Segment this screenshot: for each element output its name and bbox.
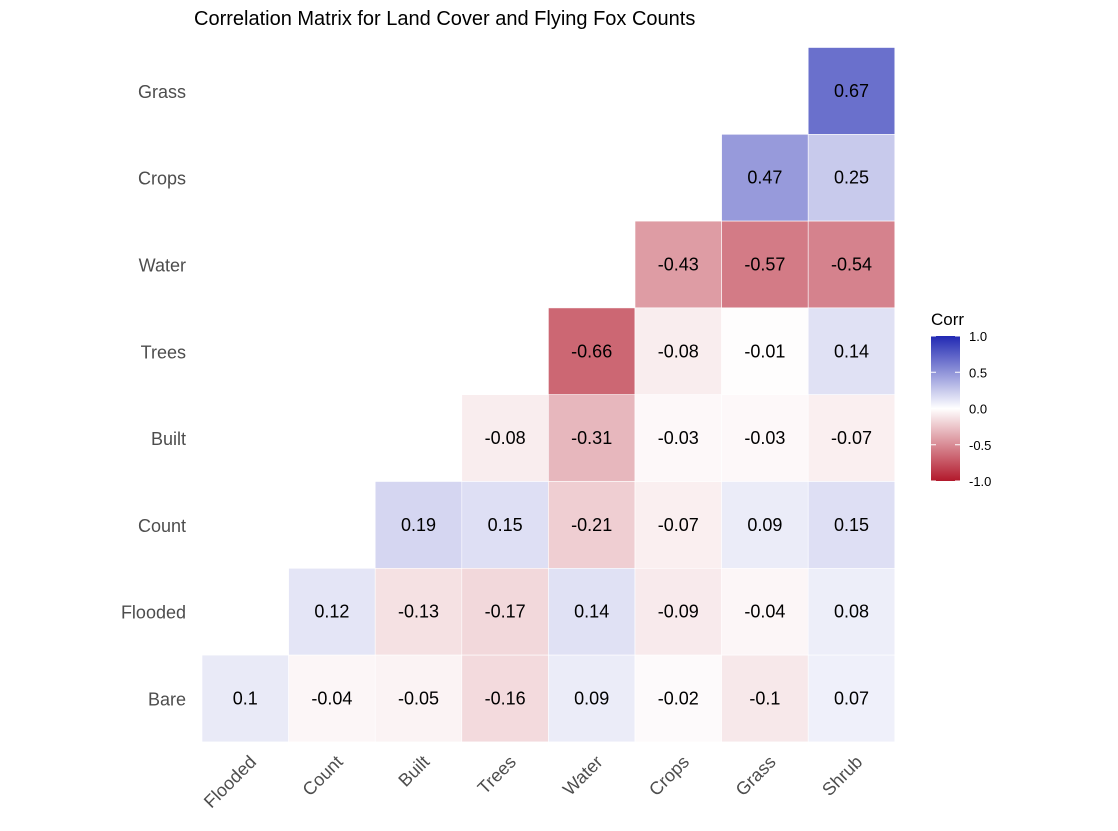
- cell-value-label: 0.15: [488, 515, 523, 535]
- heatmap-cell: [721, 654, 809, 743]
- cell-value-label: 0.19: [401, 515, 436, 535]
- cell-value-label: 0.15: [834, 515, 869, 535]
- cell-value-label: -0.09: [658, 602, 699, 622]
- x-axis: Flooded Count Built Trees Water Crops Grass Shr…: [200, 752, 866, 812]
- heatmap-cell: [807, 47, 896, 135]
- cell-value-label: 0.09: [747, 515, 782, 535]
- cell-value-label: 0.67: [834, 81, 869, 101]
- heatmap-cell: [721, 394, 809, 482]
- heatmap-cell: [721, 134, 809, 222]
- legend-tick-label: 1.0: [969, 329, 987, 344]
- heatmap-cell: [721, 220, 809, 309]
- cell-value-label: -0.05: [398, 689, 439, 709]
- heatmap-cell: [548, 567, 636, 656]
- y-tick-label: Grass: [138, 82, 186, 102]
- cell-value-label: 0.08: [834, 602, 869, 622]
- cell-value-label: -0.21: [571, 515, 612, 535]
- heatmap-cell: [548, 481, 636, 569]
- cell-value-label: -0.01: [744, 341, 785, 361]
- cell-value-label: -0.03: [658, 428, 699, 448]
- x-tick-label: Built: [394, 752, 433, 791]
- cell-value-label: -0.57: [744, 255, 785, 275]
- cell-value-label: -0.04: [744, 602, 785, 622]
- heatmap-cell: [721, 481, 809, 569]
- cell-value-label: -0.16: [485, 689, 526, 709]
- heatmap-cell: [374, 481, 463, 569]
- cell-value-label: -0.03: [744, 428, 785, 448]
- cell-value-label: -0.31: [571, 428, 612, 448]
- heatmap-cell: [374, 567, 463, 656]
- heatmap-cell: [807, 307, 896, 395]
- heatmap-cell: [288, 567, 376, 656]
- legend-title: Corr: [931, 310, 964, 329]
- heatmap-cell: [634, 307, 722, 395]
- x-tick-label: Count: [299, 752, 347, 800]
- cell-value-label: -0.1: [749, 689, 780, 709]
- x-tick-label: Trees: [474, 752, 520, 798]
- cell-value-label: -0.54: [831, 255, 872, 275]
- cell-value-label: 0.25: [834, 168, 869, 188]
- heatmap-cell: [634, 481, 722, 569]
- cell-value-label: 0.14: [574, 602, 609, 622]
- legend-tick-label: 0.0: [969, 402, 987, 417]
- y-tick-label: Trees: [141, 342, 186, 362]
- heatmap-cell: [807, 654, 896, 743]
- heatmap-cell: [807, 567, 896, 656]
- x-tick-label: Shrub: [818, 752, 866, 800]
- y-tick-label: Water: [139, 256, 186, 276]
- color-legend: Corr 1.0 0.5 0.0 -0.5 -1.0: [931, 310, 991, 489]
- legend-tick-label: -0.5: [969, 438, 991, 453]
- cell-value-label: 0.47: [747, 168, 782, 188]
- y-tick-label: Built: [151, 429, 186, 449]
- heatmap-cell: [461, 481, 549, 569]
- heatmap-cell: [721, 567, 809, 656]
- cell-value-label: 0.1: [233, 689, 258, 709]
- cell-value-label: -0.02: [658, 689, 699, 709]
- cell-value-label: 0.09: [574, 689, 609, 709]
- cell-value-label: 0.14: [834, 341, 869, 361]
- cell-value-label: -0.43: [658, 255, 699, 275]
- heatmap-cell: [548, 394, 636, 482]
- legend-tick-label: -1.0: [969, 474, 991, 489]
- heatmap-cell: [634, 394, 722, 482]
- y-tick-label: Crops: [138, 169, 186, 189]
- cell-value-label: -0.13: [398, 602, 439, 622]
- cell-value-label: 0.12: [314, 602, 349, 622]
- y-axis: Grass Crops Water Trees Built Count Flooded Bar…: [121, 82, 186, 710]
- chart-title: Correlation Matrix for Land Cover and Fl…: [194, 8, 695, 30]
- heatmap-cell: [548, 307, 636, 395]
- heatmap-cell: [634, 220, 722, 309]
- y-tick-label: Bare: [148, 690, 186, 710]
- heatmap-cell: [807, 134, 896, 222]
- heatmap-cell: [807, 481, 896, 569]
- heatmap-cell: [374, 654, 463, 743]
- heatmap-cell: [807, 394, 896, 482]
- y-tick-label: Count: [138, 516, 186, 536]
- heatmap-cell-labels: 0.67 0.47 0.25 -0.43 -0.57 -0.54 -0.66 -0.08 -0.…: [233, 81, 872, 709]
- heatmap-cell: [807, 220, 896, 309]
- cell-value-label: -0.66: [571, 341, 612, 361]
- cell-value-label: 0.07: [834, 689, 869, 709]
- x-tick-label: Water: [559, 752, 607, 800]
- heatmap-cells: [201, 47, 896, 743]
- cell-value-label: -0.07: [658, 515, 699, 535]
- cell-value-label: -0.04: [311, 689, 352, 709]
- x-tick-label: Crops: [645, 752, 693, 800]
- x-tick-label: Flooded: [200, 752, 260, 812]
- cell-value-label: -0.08: [485, 428, 526, 448]
- cell-value-label: -0.08: [658, 341, 699, 361]
- cell-value-label: -0.17: [485, 602, 526, 622]
- heatmap-cell: [634, 654, 722, 743]
- heatmap-cell: [201, 654, 289, 743]
- y-tick-label: Flooded: [121, 603, 186, 623]
- cell-value-label: -0.07: [831, 428, 872, 448]
- x-tick-label: Grass: [732, 752, 780, 800]
- legend-tick-label: 0.5: [969, 365, 987, 380]
